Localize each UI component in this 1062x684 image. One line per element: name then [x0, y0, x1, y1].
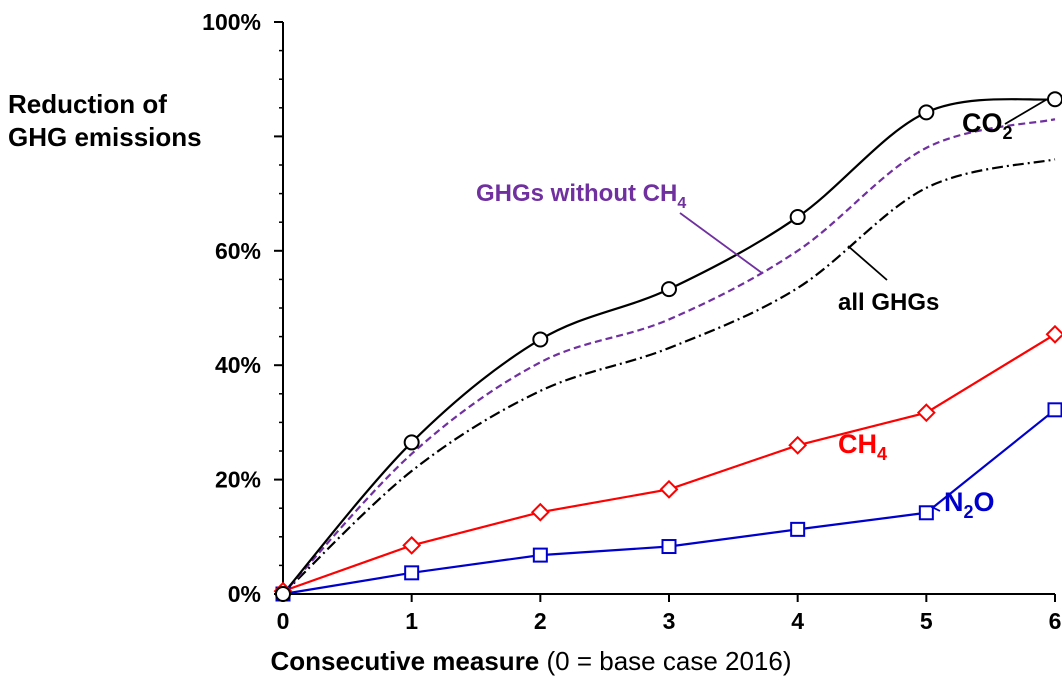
series-label-all-ghgs: all GHGs — [838, 289, 939, 316]
x-tick-label: 4 — [791, 608, 804, 634]
data-point-n2o — [404, 565, 420, 581]
y-tick-label: 60% — [215, 238, 261, 264]
x-tick-label: 5 — [920, 608, 933, 634]
data-point-n2o — [790, 521, 806, 537]
x-tick-label: 3 — [663, 608, 676, 634]
x-tick-label: 1 — [405, 608, 418, 634]
data-point-co2 — [403, 434, 420, 451]
data-point-n2o — [1047, 402, 1062, 418]
data-point-n2o — [661, 539, 677, 555]
data-point-co2 — [1047, 91, 1062, 108]
data-point-ch4 — [1045, 324, 1062, 344]
series-label-n2o: N2O — [944, 487, 995, 522]
x-axis-label-bold: Consecutive measure — [270, 646, 540, 676]
data-point-co2 — [661, 281, 677, 298]
series-label-ghgs-without-ch4: GHGs without CH4 — [476, 180, 686, 212]
data-point-co2 — [532, 331, 549, 348]
data-point-co2 — [789, 209, 806, 226]
series-line-all-ghgs — [282, 158, 1056, 595]
y-tick-label: 20% — [215, 467, 261, 493]
x-axis-label-rest: (0 = base case 2016) — [539, 646, 792, 676]
data-point-co2 — [275, 586, 291, 602]
y-tick-label: 100% — [202, 9, 261, 35]
x-tick-label: 2 — [534, 608, 547, 634]
data-point-n2o — [918, 505, 934, 521]
x-tick-label: 6 — [1049, 608, 1062, 634]
series-label-co2: CO2 — [962, 108, 1013, 143]
series-line-n2o — [282, 408, 1056, 596]
series-label-ch4: CH4 — [838, 429, 887, 464]
leader-line-all-ghgs — [847, 245, 888, 281]
x-axis-label: Consecutive measure (0 = base case 2016) — [0, 646, 1062, 677]
y-axis-label-line2: GHG emissions — [8, 122, 202, 152]
series-line-ghgs-without-ch4 — [282, 118, 1056, 595]
leader-line-co2 — [1004, 98, 1048, 125]
leader-line-n2o — [930, 505, 941, 512]
series-line-co2 — [282, 98, 1056, 595]
data-point-ch4 — [402, 535, 422, 555]
y-tick-label: 0% — [228, 581, 261, 607]
data-point-ch4 — [788, 435, 808, 455]
data-point-ch4 — [916, 403, 936, 423]
x-tick-label: 0 — [277, 608, 290, 634]
data-point-co2 — [918, 104, 935, 121]
data-point-ch4 — [530, 502, 550, 522]
y-axis-label: Reduction of GHG emissions — [8, 88, 202, 154]
leader-line-ghgs-without-ch4 — [679, 212, 763, 274]
data-point-n2o — [532, 547, 548, 563]
data-point-ch4 — [659, 479, 679, 499]
y-axis-label-line1: Reduction of — [8, 89, 167, 119]
y-tick-label: 40% — [215, 352, 261, 378]
